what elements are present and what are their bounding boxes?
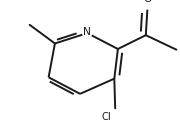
Text: Cl: Cl — [101, 112, 111, 122]
Text: N: N — [83, 27, 91, 37]
Text: O: O — [143, 0, 152, 4]
